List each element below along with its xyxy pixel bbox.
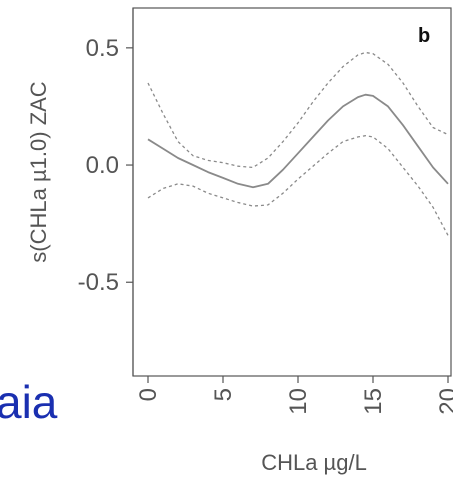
x-tick-label: 5	[210, 388, 237, 401]
x-axis-title: CHLa µg/L	[261, 450, 367, 475]
series-upper-line	[147, 51, 449, 169]
y-tick-label: 0.0	[86, 152, 119, 179]
plot-frame	[132, 7, 452, 377]
y-tick-label: -0.5	[78, 269, 119, 296]
y-axis-ticks: 0.5 0.0 -0.5	[78, 35, 133, 296]
x-tick-label: 20	[435, 388, 453, 415]
series-fit-line	[147, 93, 449, 189]
slide-text-fragment: aia	[0, 376, 58, 428]
x-tick-label: 10	[285, 388, 312, 415]
y-axis-title: s(CHLa µ1.0) ZAC	[26, 81, 51, 262]
series-layer	[147, 51, 449, 236]
x-tick-label: 15	[360, 388, 387, 415]
panel-label: b	[418, 25, 430, 47]
series-lower-line	[147, 135, 449, 236]
x-tick-label: 0	[135, 388, 162, 401]
x-axis-ticks: 0 5 10 15 20	[135, 376, 453, 415]
y-tick-label: 0.5	[86, 35, 119, 62]
